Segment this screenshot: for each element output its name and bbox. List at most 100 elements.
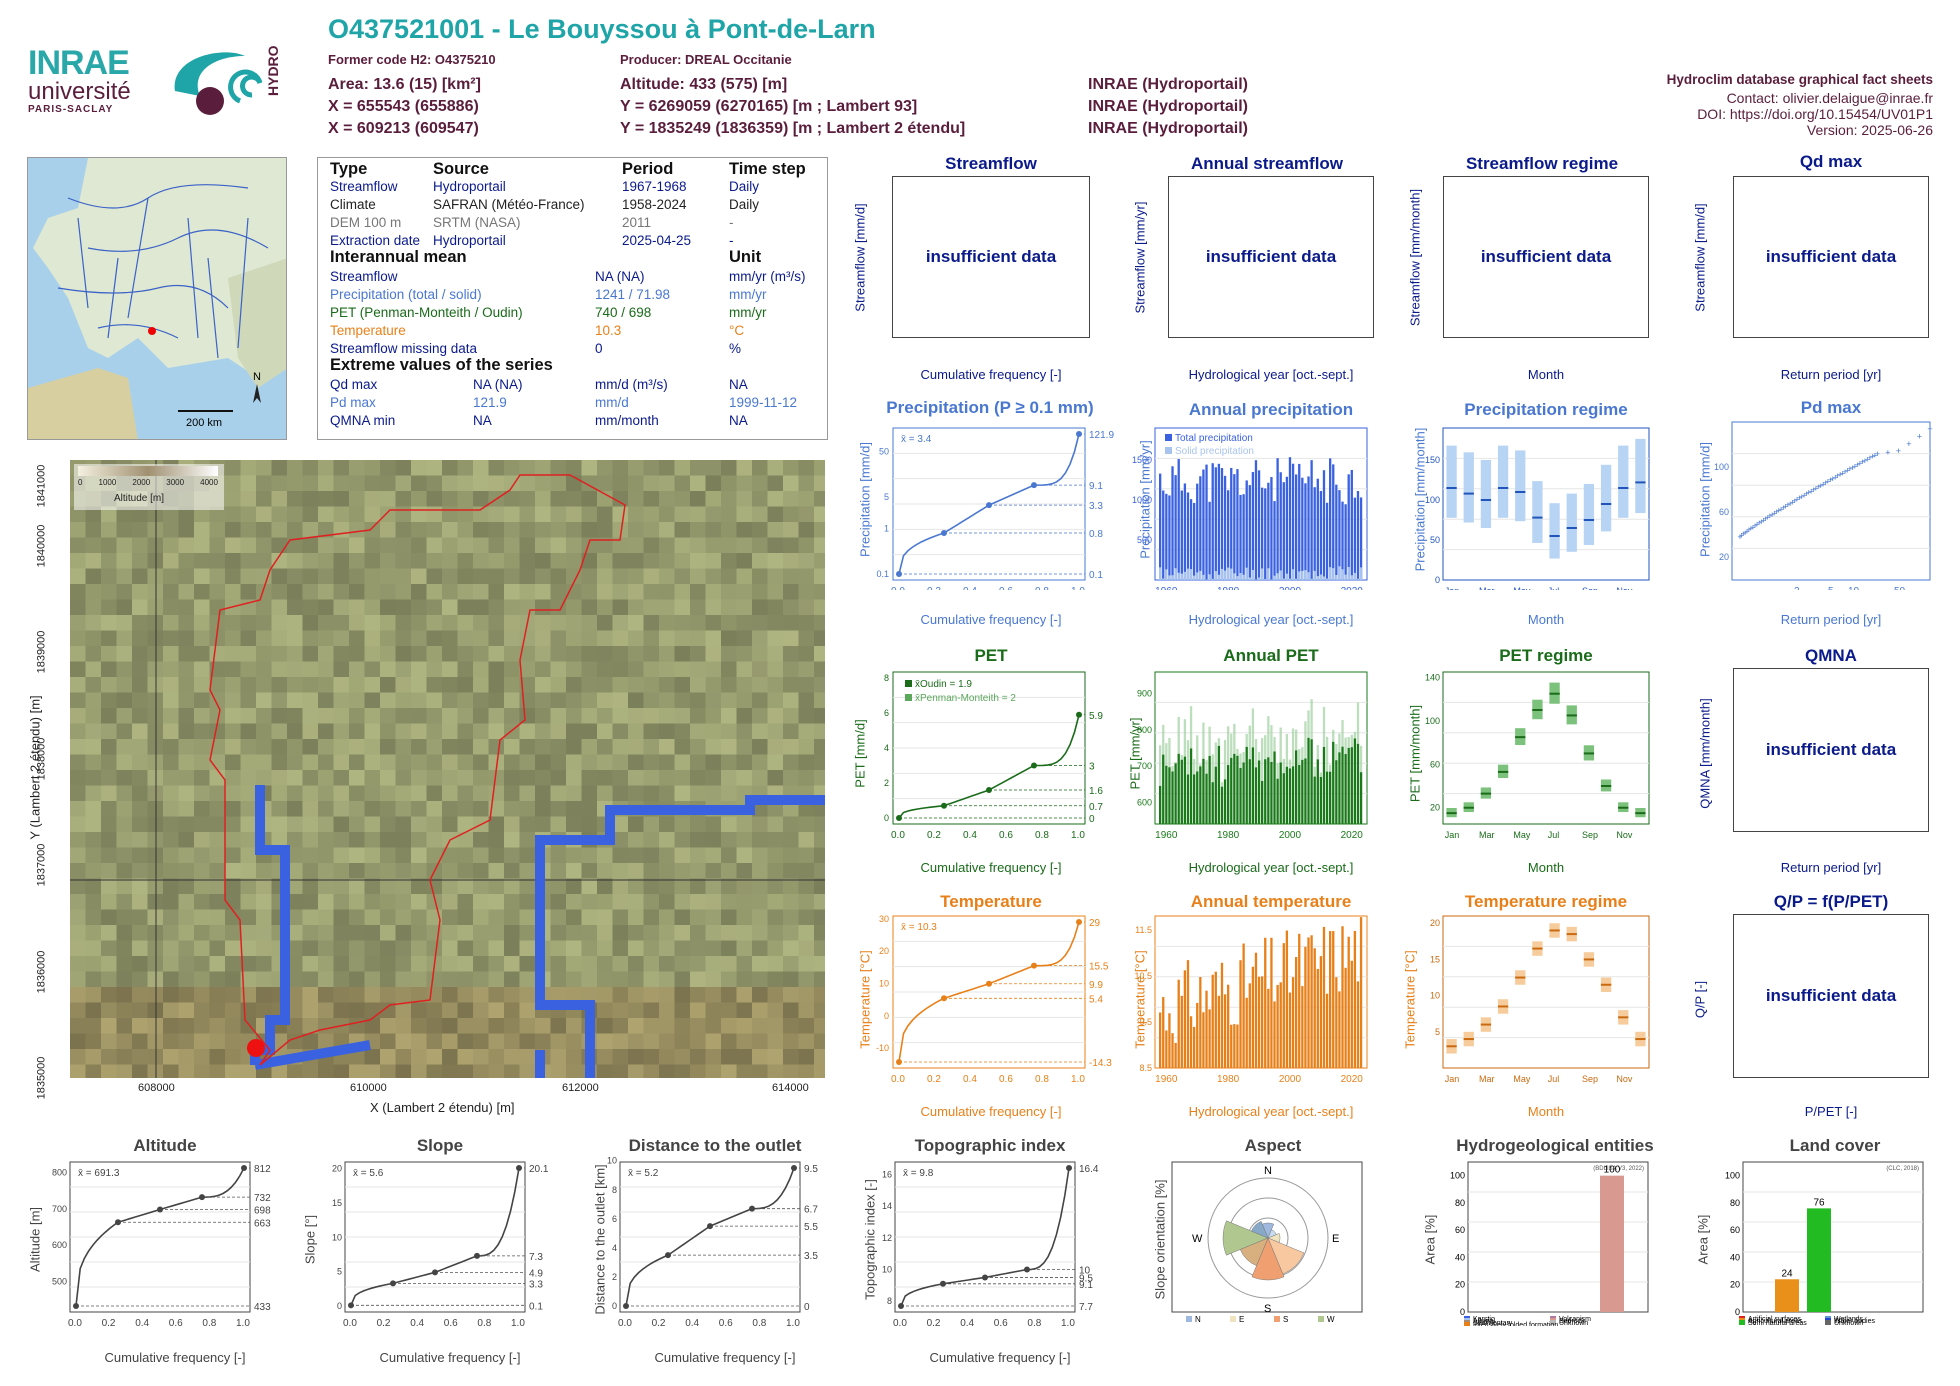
dem-cell bbox=[690, 878, 706, 895]
dem-cell bbox=[550, 475, 567, 492]
dem-cell bbox=[643, 770, 660, 786]
dem-cell bbox=[380, 940, 396, 957]
dem-cell bbox=[721, 553, 737, 569]
dem-cell bbox=[271, 475, 288, 492]
dem-cell bbox=[349, 770, 365, 786]
dem-cell bbox=[628, 615, 644, 631]
dem-cell bbox=[426, 971, 443, 988]
dem-cell bbox=[736, 971, 753, 988]
dem-cell bbox=[690, 909, 706, 926]
dem-cell bbox=[736, 1033, 753, 1050]
dem-cell bbox=[488, 832, 505, 848]
dem-cell bbox=[116, 1002, 133, 1019]
compass-e: E bbox=[1332, 1233, 1339, 1245]
dem-cell bbox=[318, 754, 334, 771]
dem-cell bbox=[178, 801, 195, 817]
solid-precip-bar bbox=[1350, 575, 1353, 580]
dem-cell bbox=[395, 1002, 412, 1019]
dem-cell bbox=[395, 708, 412, 724]
annual-bar-overlay bbox=[1180, 755, 1183, 760]
pd-max-point: + bbox=[1763, 514, 1768, 524]
dem-cell bbox=[504, 894, 520, 910]
dem-cell bbox=[783, 615, 799, 631]
annual-bar bbox=[1257, 976, 1261, 1068]
dem-cell bbox=[659, 491, 675, 507]
dem-cell bbox=[380, 692, 396, 709]
dem-cell bbox=[628, 971, 644, 988]
quantile-point bbox=[941, 802, 947, 809]
dem-cell bbox=[116, 692, 133, 709]
dem-cell bbox=[132, 522, 148, 538]
dem-cell bbox=[132, 723, 148, 740]
dem-cell bbox=[488, 475, 505, 492]
dem-cell bbox=[752, 925, 768, 941]
x-tick: Mar bbox=[1479, 830, 1495, 840]
mean-label: x̄ = 5.2 bbox=[628, 1168, 659, 1179]
dem-cell bbox=[752, 739, 768, 755]
dem-cell bbox=[705, 770, 722, 786]
hydrogeo-title: Hydrogeological entities bbox=[1456, 1136, 1654, 1155]
dem-cell bbox=[194, 987, 210, 1003]
dem-cell bbox=[349, 754, 365, 771]
dem-cell bbox=[798, 956, 815, 972]
annual-bar bbox=[1291, 766, 1295, 824]
dem-cell bbox=[721, 925, 737, 941]
dem-cell bbox=[364, 909, 381, 926]
dem-cell bbox=[411, 909, 427, 926]
annual-bar bbox=[1199, 976, 1202, 1068]
solid-precip-bar bbox=[1267, 568, 1270, 580]
dem-cell bbox=[643, 971, 660, 988]
dem-cell bbox=[132, 692, 148, 709]
dem-cell bbox=[318, 925, 334, 941]
annual-bar bbox=[1329, 458, 1332, 580]
dem-cell bbox=[535, 599, 551, 616]
legend-label: SE bbox=[1239, 1325, 1250, 1326]
x-tick: 0.8 bbox=[752, 1318, 766, 1326]
dem-cell bbox=[70, 723, 86, 740]
dem-cell bbox=[426, 475, 443, 492]
doi-link[interactable]: DOI: https://doi.org/10.15454/UV01P1 bbox=[1697, 106, 1933, 122]
quantile-point bbox=[1024, 1266, 1030, 1273]
dem-cell bbox=[380, 1018, 396, 1034]
solid-precip-bar bbox=[1168, 575, 1171, 580]
dem-cell bbox=[426, 816, 443, 833]
dem-cell bbox=[473, 460, 489, 476]
dem-cell bbox=[798, 894, 815, 910]
dem-cell bbox=[85, 1049, 102, 1065]
dem-cell bbox=[271, 770, 288, 786]
y-tick: 500 bbox=[52, 1277, 67, 1287]
legend-title: Altitude [m] bbox=[114, 493, 165, 504]
dem-cell bbox=[85, 1002, 102, 1019]
dem-cell bbox=[85, 847, 102, 864]
dem-cell bbox=[395, 661, 412, 678]
dem-cell bbox=[705, 1033, 722, 1050]
dem-cell bbox=[411, 568, 427, 585]
dem-cell bbox=[271, 692, 288, 709]
dem-cell bbox=[566, 754, 582, 771]
dem-cell bbox=[349, 863, 365, 879]
dem-cell bbox=[581, 754, 598, 771]
annual-bar bbox=[1322, 470, 1326, 580]
dem-cell bbox=[178, 599, 195, 616]
dem-cell bbox=[70, 677, 86, 693]
dem-cell bbox=[178, 1033, 195, 1050]
dem-cell bbox=[535, 584, 551, 600]
dem-cell bbox=[566, 1018, 582, 1034]
pet-cdf-chart: 00.71.635.90.0 0.2 0.4 0.6 0.8 1.002468x̄Oudi… bbox=[884, 671, 1103, 840]
dem-cell bbox=[271, 568, 288, 585]
dem-cell bbox=[488, 863, 505, 879]
dem-cell bbox=[705, 630, 722, 647]
dem-cell bbox=[442, 537, 458, 554]
y-tick: 60 bbox=[1430, 759, 1440, 769]
pd-max-point: + bbox=[1790, 497, 1795, 507]
dem-cell bbox=[705, 863, 722, 879]
dem-cell bbox=[411, 1033, 427, 1050]
y-tick: 8 bbox=[612, 1185, 617, 1195]
dem-cell bbox=[333, 491, 350, 507]
dem-cell bbox=[659, 630, 675, 647]
dem-cell bbox=[194, 785, 210, 802]
dem-cell bbox=[442, 692, 458, 709]
former-code: Former code H2: O4375210 bbox=[328, 52, 496, 67]
dem-cell bbox=[132, 1002, 148, 1019]
regime-box bbox=[1532, 481, 1543, 543]
